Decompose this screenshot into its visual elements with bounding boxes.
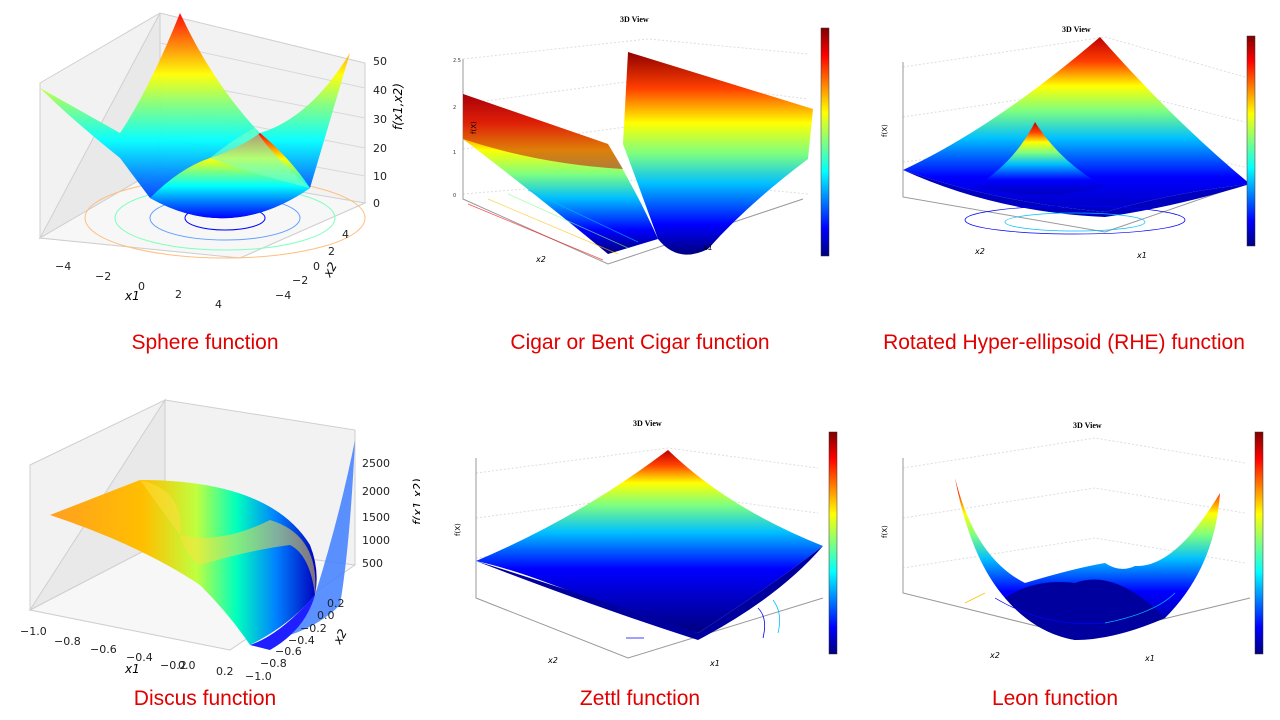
cigar-caption: Cigar or Bent Cigar function	[510, 331, 770, 354]
z-tick: 10	[373, 170, 387, 183]
z-axis-label: f(X)	[454, 523, 462, 536]
z-tick: 2500	[362, 457, 390, 470]
x1-axis-label: x1	[1144, 654, 1155, 663]
colorbar	[1246, 35, 1256, 247]
z-tick: 20	[373, 142, 387, 155]
rhe-caption: Rotated Hyper-ellipsoid (RHE) function	[883, 331, 1245, 354]
discus-caption: Discus function	[133, 687, 277, 710]
y-tick: 0.2	[327, 597, 345, 610]
rhe-panel: 3D View f(X) x2 x1	[875, 22, 1270, 267]
x-tick: 2	[175, 288, 182, 301]
zettl-caption: Zettl function	[579, 687, 701, 710]
sphere-plot: 50 40 30 20 10 0 f(x1,x2) −4 −2 0 2 4 x1…	[38, 12, 405, 311]
x-tick: −0.4	[126, 651, 153, 664]
y-tick: 4	[342, 228, 349, 241]
y-tick: −0.4	[288, 634, 315, 647]
plot-title: 3D View	[1073, 421, 1102, 430]
plot-title: 3D View	[1062, 25, 1091, 34]
x2-axis-label: x2	[974, 247, 985, 256]
x-tick: 0.0	[178, 659, 196, 672]
y-tick: 2	[328, 245, 335, 258]
sphere-caption: Sphere function	[131, 331, 279, 354]
colorbar	[828, 431, 838, 655]
leon-panel: 3D View f(X) x2 x1	[875, 418, 1270, 668]
plot-title: 3D View	[620, 15, 649, 24]
z-tick: 1000	[362, 534, 390, 547]
y-tick: 0	[313, 260, 320, 273]
y-tick: −0.2	[300, 622, 327, 635]
z-axis-label: f(X)	[470, 121, 478, 134]
zettl-panel: 3D View f(X) x2 x1	[448, 418, 843, 673]
y-tick: −0.6	[275, 645, 302, 658]
z-tick: 500	[362, 557, 383, 570]
x-tick: −2	[95, 270, 111, 283]
x-tick: −0.8	[54, 635, 81, 648]
x-tick: −1.0	[20, 625, 47, 638]
leon-plot: 3D View f(X) x2 x1	[881, 421, 1264, 663]
x-axis-label: x1	[124, 289, 140, 303]
y-tick: −1.0	[245, 670, 272, 683]
z-tick: 50	[373, 55, 387, 68]
colorbar	[1254, 431, 1264, 655]
zettl-plot: 3D View f(X) x2 x1	[454, 419, 838, 668]
svg-text:2.5: 2.5	[453, 58, 461, 64]
x2-axis-label: x2	[547, 656, 558, 665]
z-axis-label: f(X)	[881, 525, 889, 538]
y-tick: 0.0	[317, 609, 335, 622]
x2-axis-label: x2	[989, 651, 1000, 660]
z-axis-label: f(x1,x2)	[391, 83, 405, 130]
cigar-panel: 3D View 2.5 2 1 0 f(X) x2 x1	[448, 14, 840, 284]
x-tick: −0.6	[90, 643, 117, 656]
x-tick: −4	[55, 260, 71, 273]
plot-title: 3D View	[633, 419, 662, 428]
discus-plot: 2500 2000 1500 1000 500 f(x1,x2) −1.0 −0…	[20, 398, 425, 683]
z-axis-label: f(X)	[881, 124, 889, 137]
x1-axis-label: x1	[1136, 251, 1147, 260]
z-tick: 40	[373, 84, 387, 97]
svg-text:0: 0	[453, 193, 456, 199]
y-tick: −4	[275, 289, 291, 302]
x2-axis-label: x2	[535, 255, 546, 264]
cigar-plot: 3D View 2.5 2 1 0 f(X) x2 x1	[453, 15, 830, 265]
rhe-plot: 3D View f(X) x2 x1	[881, 25, 1256, 260]
z-tick: 1500	[362, 511, 390, 524]
x-tick: 0	[138, 280, 145, 293]
y-axis-label: x2	[330, 627, 350, 648]
x-tick: 4	[215, 298, 222, 308]
discus-panel: 2500 2000 1500 1000 500 f(x1,x2) −1.0 −0…	[20, 395, 425, 685]
colorbar	[820, 27, 830, 257]
x-axis-label: x1	[124, 662, 140, 676]
z-tick: 2000	[362, 485, 390, 498]
z-axis-label: f(x1,x2)	[411, 478, 420, 525]
x-tick: −0.2	[160, 659, 187, 672]
svg-text:2: 2	[453, 105, 456, 111]
leon-caption: Leon function	[991, 687, 1119, 710]
x1-axis-label: x1	[702, 243, 713, 252]
svg-text:1: 1	[453, 150, 456, 156]
z-tick: 0	[373, 197, 380, 210]
x1-axis-label: x1	[709, 659, 720, 668]
z-tick: 30	[373, 113, 387, 126]
x-tick: 0.2	[216, 665, 234, 678]
sphere-panel: 50 40 30 20 10 0 f(x1,x2) −4 −2 0 2 4 x1…	[30, 8, 410, 311]
y-tick: −0.8	[260, 657, 287, 670]
y-tick: −2	[292, 274, 308, 287]
y-axis-label: x2	[320, 260, 340, 281]
